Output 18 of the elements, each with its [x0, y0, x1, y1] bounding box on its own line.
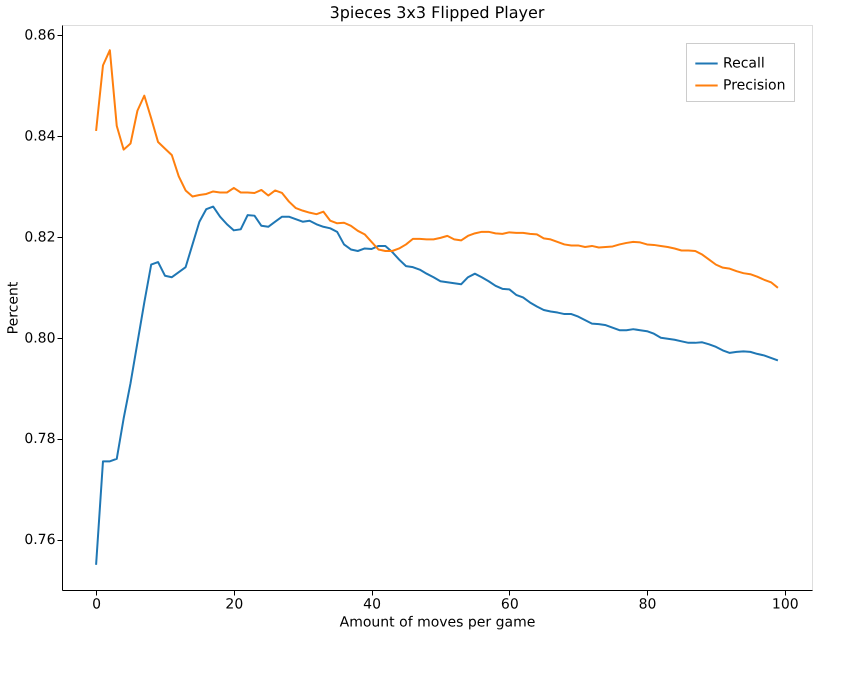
x-tick-label: 0: [92, 596, 102, 612]
y-tick-label: 0.84: [24, 128, 56, 144]
legend-label: Recall: [723, 56, 765, 72]
line-series: [95, 206, 779, 566]
x-tick-label: 20: [225, 596, 244, 612]
x-tick-label: 100: [772, 596, 799, 612]
y-tick-label: 0.82: [24, 229, 56, 246]
legend-label: Precision: [723, 78, 786, 94]
x-tick-label: 40: [363, 596, 381, 612]
y-axis-title: Percent: [5, 281, 22, 334]
y-tick-label: 0.78: [24, 431, 56, 448]
y-tick-label: 0.76: [24, 532, 56, 548]
x-tick-label: 80: [638, 596, 656, 612]
x-axis-title: Amount of moves per game: [340, 614, 536, 630]
chart-title: 3pieces 3x3 Flipped Player: [330, 3, 545, 22]
x-tick-label: 60: [500, 596, 519, 612]
y-tick-label: 0.80: [24, 330, 56, 346]
y-tick-label: 0.86: [24, 28, 56, 44]
